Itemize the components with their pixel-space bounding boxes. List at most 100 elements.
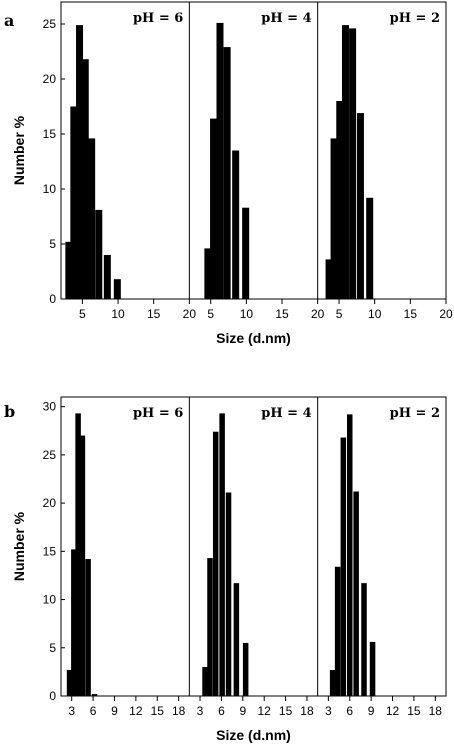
x-tick-label: 20 xyxy=(183,307,197,321)
bar xyxy=(85,559,91,696)
x-tick-label: 15 xyxy=(279,704,293,718)
x-tick-label: 20 xyxy=(439,307,453,321)
plot-frame xyxy=(60,396,447,697)
bar xyxy=(232,150,240,299)
bar xyxy=(204,248,212,299)
subplot-title: pH = 2 xyxy=(390,11,440,26)
bar xyxy=(242,642,249,696)
y-tick-label: 20 xyxy=(43,496,57,510)
y-axis-title: Number % xyxy=(11,511,27,581)
y-tick-label: 10 xyxy=(43,182,57,196)
plot-frame xyxy=(60,1,447,300)
x-tick-label: 3 xyxy=(197,704,204,718)
bar xyxy=(349,28,357,300)
panel-label: a xyxy=(4,11,14,30)
bar xyxy=(329,669,336,696)
x-tick-label: 10 xyxy=(111,307,125,321)
subplot-title: pH = 6 xyxy=(133,11,183,26)
x-tick-label: 5 xyxy=(79,307,86,321)
bar xyxy=(330,138,338,299)
bar xyxy=(341,25,349,299)
x-tick-label: 12 xyxy=(386,704,400,718)
x-tick-label: 20 xyxy=(311,307,325,321)
x-tick-label: 18 xyxy=(300,704,314,718)
bar xyxy=(334,566,341,696)
subplot-title: pH = 4 xyxy=(261,11,311,26)
x-tick-label: 18 xyxy=(172,704,186,718)
y-tick-label: 10 xyxy=(43,593,57,607)
y-tick-label: 30 xyxy=(43,400,57,414)
panel-label: b xyxy=(4,402,15,421)
bar xyxy=(210,118,218,299)
bar xyxy=(81,59,89,300)
y-axis-title: Number % xyxy=(11,115,27,185)
y-tick-label: 0 xyxy=(49,689,56,703)
bar xyxy=(75,413,81,696)
x-tick-label: 9 xyxy=(368,704,375,718)
bar xyxy=(79,435,86,696)
y-tick-label: 0 xyxy=(49,292,56,306)
x-tick-label: 15 xyxy=(151,704,165,718)
bar xyxy=(95,209,103,299)
bar xyxy=(361,583,367,696)
bar xyxy=(356,113,364,299)
bar xyxy=(347,414,353,696)
x-tick-label: 15 xyxy=(407,704,421,718)
x-tick-label: 9 xyxy=(111,704,118,718)
x-tick-label: 12 xyxy=(258,704,272,718)
x-tick-label: 6 xyxy=(346,704,353,718)
y-tick-label: 25 xyxy=(43,17,57,31)
bar xyxy=(103,255,111,299)
x-tick-label: 3 xyxy=(68,704,75,718)
x-tick-label: 18 xyxy=(429,704,443,718)
x-tick-label: 6 xyxy=(218,704,225,718)
bar xyxy=(65,241,73,299)
y-tick-label: 20 xyxy=(43,72,57,86)
bar xyxy=(212,431,219,696)
bar xyxy=(71,549,77,696)
bar xyxy=(202,667,208,696)
bar xyxy=(225,492,232,696)
x-tick-label: 5 xyxy=(336,307,343,321)
subplot-title: pH = 4 xyxy=(261,406,311,421)
bar xyxy=(242,207,250,299)
bar xyxy=(207,558,213,696)
bar xyxy=(66,669,73,696)
bar xyxy=(325,259,333,299)
x-tick-label: 15 xyxy=(275,307,289,321)
bar xyxy=(91,694,98,696)
y-tick-label: 5 xyxy=(49,641,56,655)
y-tick-label: 5 xyxy=(49,237,56,251)
subplot-title: pH = 2 xyxy=(390,406,440,421)
x-tick-label: 15 xyxy=(147,307,161,321)
subplot-title: pH = 6 xyxy=(133,406,183,421)
y-tick-label: 25 xyxy=(43,448,57,462)
bar xyxy=(219,413,225,696)
x-tick-label: 9 xyxy=(239,704,246,718)
x-tick-label: 10 xyxy=(240,307,254,321)
bar xyxy=(70,106,78,299)
x-tick-label: 5 xyxy=(207,307,214,321)
bar xyxy=(216,22,224,300)
x-axis-title: Size (d.nm) xyxy=(216,330,291,346)
chart-panel-a: a 0 5 10 15 20 25 Number % Size (d.nm) pH = 6 5 10 1… xyxy=(4,1,453,346)
x-tick-label: 3 xyxy=(325,704,332,718)
x-tick-label: 6 xyxy=(90,704,97,718)
y-tick-label: 15 xyxy=(43,127,57,141)
x-tick-label: 12 xyxy=(129,704,143,718)
x-tick-label: 10 xyxy=(368,307,382,321)
bar xyxy=(336,101,344,299)
bar xyxy=(233,583,240,696)
x-tick-label: 15 xyxy=(404,307,418,321)
bar xyxy=(88,138,96,299)
bar xyxy=(223,47,231,299)
bar xyxy=(340,437,347,696)
bar xyxy=(353,491,359,696)
y-tick-label: 15 xyxy=(43,544,57,558)
x-axis-title: Size (d.nm) xyxy=(216,727,291,743)
bar xyxy=(113,279,121,299)
bar xyxy=(369,641,376,696)
bar xyxy=(366,197,374,299)
